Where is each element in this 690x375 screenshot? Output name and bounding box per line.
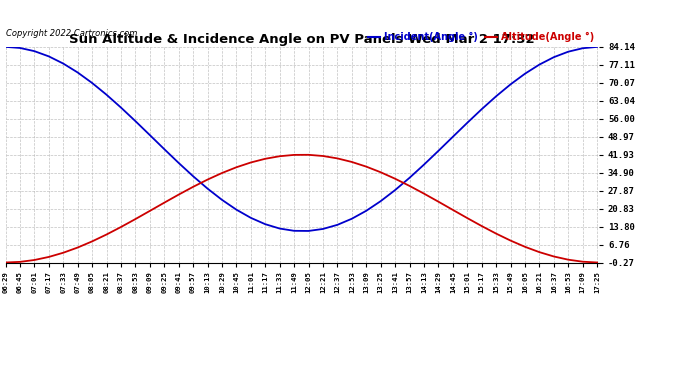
Legend: Incident(Angle °), Altitude(Angle °): Incident(Angle °), Altitude(Angle °) — [368, 32, 594, 42]
Title: Sun Altitude & Incidence Angle on PV Panels Wed Mar 2 17:32: Sun Altitude & Incidence Angle on PV Pan… — [70, 33, 535, 46]
Text: Copyright 2022 Cartronics.com: Copyright 2022 Cartronics.com — [6, 29, 137, 38]
